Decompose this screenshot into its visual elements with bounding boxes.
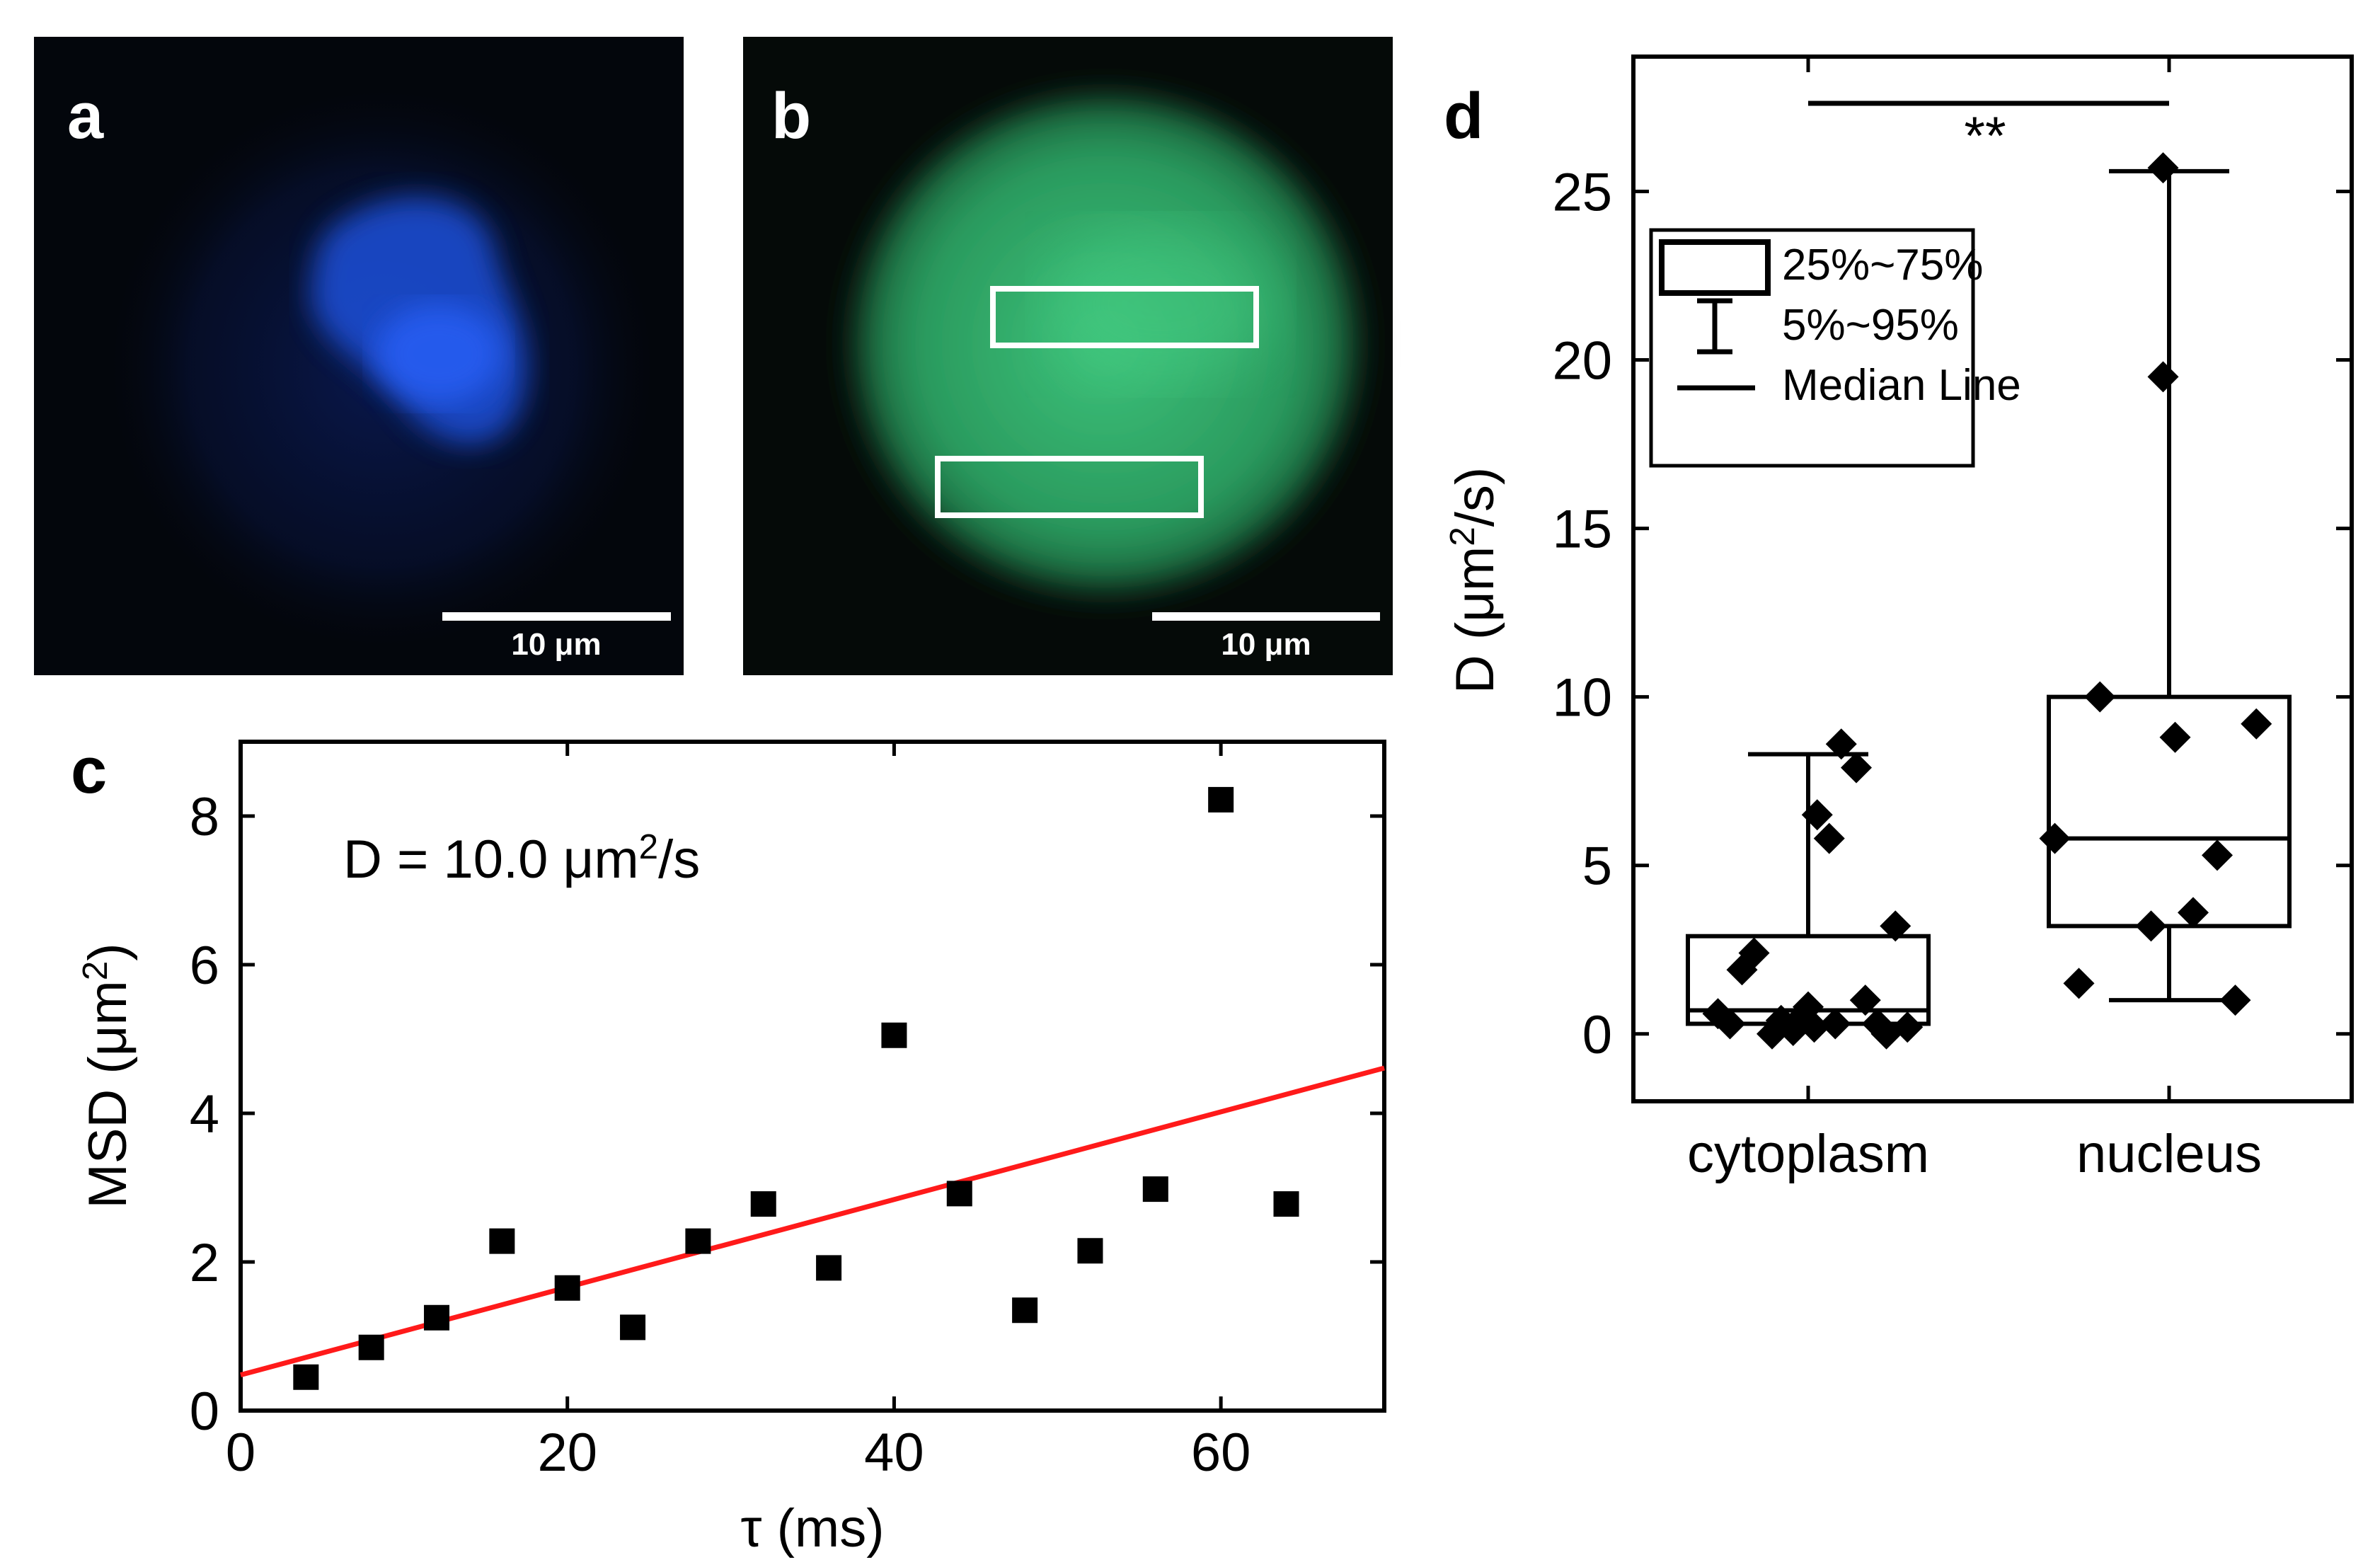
diffusion-annotation: D = 10.0 μm2/s [343, 827, 700, 890]
x-tick-label: 0 [226, 1423, 255, 1483]
data-point-diamond [2063, 968, 2095, 999]
boxplot-data-points [1702, 152, 2272, 1050]
data-point-diamond [1841, 752, 1872, 784]
msd-point [489, 1228, 515, 1254]
data-point-diamond [1825, 728, 1857, 760]
boxplot-legend: 25%~75% 5%~95% Median Line [1649, 228, 2021, 468]
msd-point [881, 1022, 907, 1048]
msd-point [293, 1364, 319, 1390]
data-point-diamond [1849, 985, 1881, 1016]
x-tick-label: 40 [864, 1423, 924, 1483]
msd-point [946, 1181, 972, 1207]
panel-a: a 10 μm [34, 37, 684, 675]
data-point-diamond [1813, 822, 1845, 854]
data-point-diamond [2147, 152, 2179, 184]
legend-box-label: 25%~75% [1782, 241, 1983, 289]
scale-bar-label-a: 10 μm [511, 627, 601, 662]
roi-rectangle-nucleus [990, 286, 1259, 348]
legend-box-swatch [1659, 239, 1771, 296]
y-tick-label: 5 [1582, 837, 1612, 897]
msd-point [750, 1191, 776, 1217]
legend-whisker-swatch [1697, 298, 1732, 355]
nucleus-bright-spot [375, 304, 502, 403]
green-bright-region [1047, 226, 1274, 382]
data-point-diamond [1801, 799, 1833, 831]
data-point-diamond [2039, 822, 2071, 854]
msd-point [1077, 1238, 1103, 1264]
legend-whisker-label: 5%~95% [1782, 301, 1959, 350]
data-point-diamond [2219, 985, 2251, 1016]
diffusion-boxplot: 0 5 10 15 20 25 cytoplasm nucleus ** 25%~75% 5%… [1443, 54, 2354, 1184]
scale-bar-label-b: 10 μm [1221, 627, 1311, 662]
data-point-diamond [2159, 721, 2191, 753]
panel-label-c: c [71, 735, 107, 807]
boxplot-axis-ticks: 0 5 10 15 20 25 cytoplasm nucleus [1552, 57, 2352, 1184]
x-category-label: cytoplasm [1687, 1124, 1929, 1184]
msd-plot-frame [238, 740, 1386, 1413]
panel-label-d: d [1444, 80, 1483, 152]
msd-y-axis-label: MSD (μm2) [76, 943, 139, 1208]
data-point-diamond [1820, 1008, 1851, 1040]
y-tick-label: 6 [190, 936, 219, 996]
data-point-diamond [2147, 361, 2179, 393]
data-point-diamond [2202, 839, 2233, 871]
x-tick-label: 60 [1191, 1423, 1251, 1483]
msd-x-axis-label: τ (ms) [740, 1498, 884, 1559]
y-tick-label: 4 [190, 1084, 219, 1144]
msd-axis-ticks: 0 20 40 60 0 2 4 6 8 [190, 742, 1384, 1483]
msd-plot: 0 20 40 60 0 2 4 6 8 D = 10.0 μm2/s τ (ms) MSD (… [76, 740, 1386, 1559]
data-point-diamond [2135, 910, 2167, 942]
y-tick-label: 20 [1552, 331, 1612, 391]
y-tick-label: 2 [190, 1233, 219, 1293]
data-point-diamond [1892, 1011, 1924, 1043]
legend-median-label: Median Line [1782, 361, 2021, 410]
boxplot-frame [1631, 54, 2354, 1103]
data-point-diamond [2241, 708, 2272, 740]
roi-rectangle-cytoplasm [935, 456, 1204, 518]
y-tick-label: 0 [1582, 1005, 1612, 1065]
y-tick-label: 10 [1552, 668, 1612, 728]
msd-point [424, 1304, 450, 1331]
data-point-diamond [1714, 1008, 1746, 1040]
panel-c: c 0 20 40 60 0 2 4 6 8 D = 10.0 μm2/s τ (ms) MSD… [71, 735, 1386, 1559]
msd-data-points [293, 786, 1299, 1390]
box-iqr [2047, 694, 2292, 929]
data-point-diamond [1738, 937, 1770, 969]
panel-label-b: b [771, 80, 811, 152]
x-tick-label: 20 [537, 1423, 597, 1483]
msd-point [554, 1275, 580, 1301]
msd-point [358, 1334, 384, 1360]
msd-point [1208, 786, 1234, 813]
y-tick-label: 15 [1552, 500, 1612, 560]
data-point-diamond [2084, 681, 2116, 713]
data-point-diamond [1798, 1011, 1830, 1043]
msd-point [816, 1255, 842, 1281]
msd-point [685, 1228, 711, 1254]
boxplot-y-axis-label: D (μm2/s) [1443, 467, 1506, 694]
data-point-diamond [1880, 910, 1912, 942]
x-category-label: nucleus [2076, 1124, 2262, 1184]
panel-b: b 10 μm [743, 37, 1393, 675]
panel-d: d 0 5 10 15 20 25 cytoplasm nucleus ** 25%~75% … [1443, 54, 2354, 1184]
fit-line [240, 1065, 1385, 1377]
y-tick-label: 0 [190, 1382, 219, 1442]
msd-point [1273, 1191, 1299, 1217]
significance-stars: ** [1964, 106, 2006, 166]
msd-point [1012, 1297, 1038, 1324]
y-tick-label: 8 [190, 787, 219, 847]
data-point-diamond [2178, 897, 2209, 929]
y-tick-label: 25 [1552, 162, 1612, 222]
msd-point [1142, 1176, 1168, 1202]
panel-label-a: a [67, 80, 104, 152]
msd-point [620, 1314, 646, 1341]
